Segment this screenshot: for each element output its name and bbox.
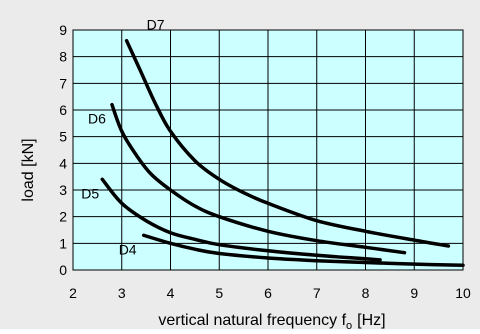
series-label-d5: D5 [81,185,99,201]
x-tick-label: 6 [264,285,272,301]
plot-border [72,29,464,271]
y-tick-label: 6 [59,102,67,118]
series-line-d6 [110,102,407,255]
series-label-d7: D7 [147,17,165,33]
series-line-d5 [100,177,382,262]
y-tick-label: 7 [59,75,67,91]
x-axis-title: vertical natural frequency fo [Hz] [158,312,385,329]
y-tick-label: 0 [59,262,67,278]
series-line-d7 [124,38,451,248]
y-tick-label: 4 [59,155,67,171]
y-tick-label: 2 [59,209,67,225]
y-tick-label: 9 [59,22,67,38]
series-curves [100,38,465,267]
gridlines [72,29,464,271]
x-tick-label: 8 [362,285,370,301]
y-tick-label: 8 [59,49,67,65]
series-labels: D7 D6 D5 D4 [81,17,164,258]
x-tick-label: 5 [215,285,223,301]
x-tick-label: 7 [313,285,321,301]
x-tick-label: 10 [455,285,471,301]
y-tick-labels: 0 1 2 3 4 5 6 7 8 9 [59,22,67,278]
y-tick-label: 5 [59,129,67,145]
x-tick-label: 2 [69,285,77,301]
x-tick-label: 4 [167,285,175,301]
x-tick-label: 3 [118,285,126,301]
x-axis-unit: [Hz] [357,312,385,329]
x-tick-labels: 2 3 4 5 6 7 8 9 10 [69,285,471,301]
series-label-d6: D6 [88,111,106,127]
series-label-d4: D4 [119,241,137,257]
series-line-d4 [141,233,465,267]
y-tick-label: 3 [59,182,67,198]
y-axis-title: load [kN] [20,138,37,201]
y-tick-label: 1 [59,235,67,251]
x-tick-label: 9 [410,285,418,301]
